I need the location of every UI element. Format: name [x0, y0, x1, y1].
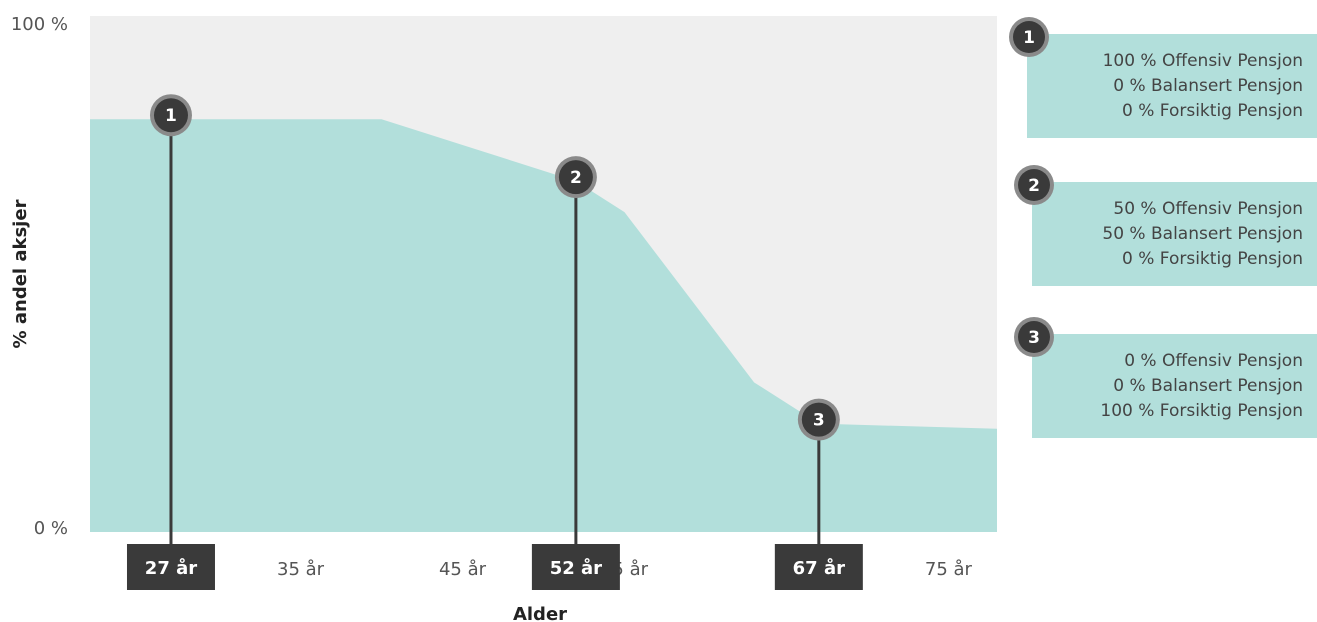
age-markers: 1 27 år 2 52 år 3 67 år: [126, 94, 863, 590]
marker-age-box: [531, 544, 620, 590]
marker-age-box: [126, 544, 215, 590]
legend-badge-number: 3: [1028, 328, 1040, 348]
stock-share-area: [90, 119, 997, 532]
y-axis-title: % andel aksjer: [10, 199, 31, 348]
legend-line: 0 % Balansert Pensjon: [1113, 376, 1303, 396]
legend-box: [1032, 334, 1317, 438]
legend-badge: [1018, 321, 1050, 353]
legend-badge: [1013, 21, 1045, 53]
age-marker: 3 67 år: [774, 398, 863, 590]
legend-line: 0 % Offensiv Pensjon: [1124, 351, 1303, 371]
marker-age-label: 67 år: [793, 557, 845, 579]
legend-badge-number: 1: [1023, 28, 1035, 48]
x-tick-label: 75 år: [925, 559, 973, 580]
y-axis-ticks: 100 % 0 %: [11, 14, 68, 539]
age-marker: 2 52 år: [531, 156, 620, 590]
marker-badge-number: 2: [570, 168, 582, 188]
legend-line: 0 % Forsiktig Pensjon: [1122, 249, 1303, 269]
legend: 100 % Offensiv Pensjon 0 % Balansert Pens…: [1009, 17, 1317, 438]
legend-item: 0 % Offensiv Pensjon 0 % Balansert Pensjo…: [1014, 317, 1317, 438]
marker-age-label: 52 år: [550, 557, 602, 579]
marker-badge: [558, 160, 593, 195]
legend-line: 100 % Forsiktig Pensjon: [1100, 401, 1303, 421]
marker-badge-number: 3: [813, 411, 825, 431]
marker-age-label: 27 år: [145, 557, 197, 579]
marker-age-box: [774, 544, 863, 590]
x-tick-label: 45 år: [439, 559, 487, 580]
legend-line: 50 % Balansert Pensjon: [1102, 224, 1303, 244]
legend-line: 0 % Forsiktig Pensjon: [1122, 101, 1303, 121]
legend-badge-number: 2: [1028, 176, 1040, 196]
legend-box: [1032, 182, 1317, 286]
y-tick-label: 100 %: [11, 14, 68, 35]
marker-badge: [801, 402, 836, 437]
y-tick-label: 0 %: [34, 518, 68, 539]
legend-badge: [1018, 169, 1050, 201]
legend-item: 50 % Offensiv Pensjon 50 % Balansert Pens…: [1014, 165, 1317, 286]
x-axis-ticks: 35 år 45 år 55 år 75 år: [277, 559, 973, 580]
legend-box: [1027, 34, 1317, 138]
legend-item: 100 % Offensiv Pensjon 0 % Balansert Pens…: [1009, 17, 1317, 138]
marker-badge: [153, 98, 188, 133]
legend-line: 0 % Balansert Pensjon: [1113, 76, 1303, 96]
x-axis-title: Alder: [513, 604, 567, 622]
legend-line: 100 % Offensiv Pensjon: [1103, 51, 1303, 71]
marker-badge-number: 1: [165, 106, 177, 126]
x-tick-label: 35 år: [277, 559, 325, 580]
age-marker: 1 27 år: [126, 94, 215, 590]
legend-line: 50 % Offensiv Pensjon: [1113, 199, 1303, 219]
